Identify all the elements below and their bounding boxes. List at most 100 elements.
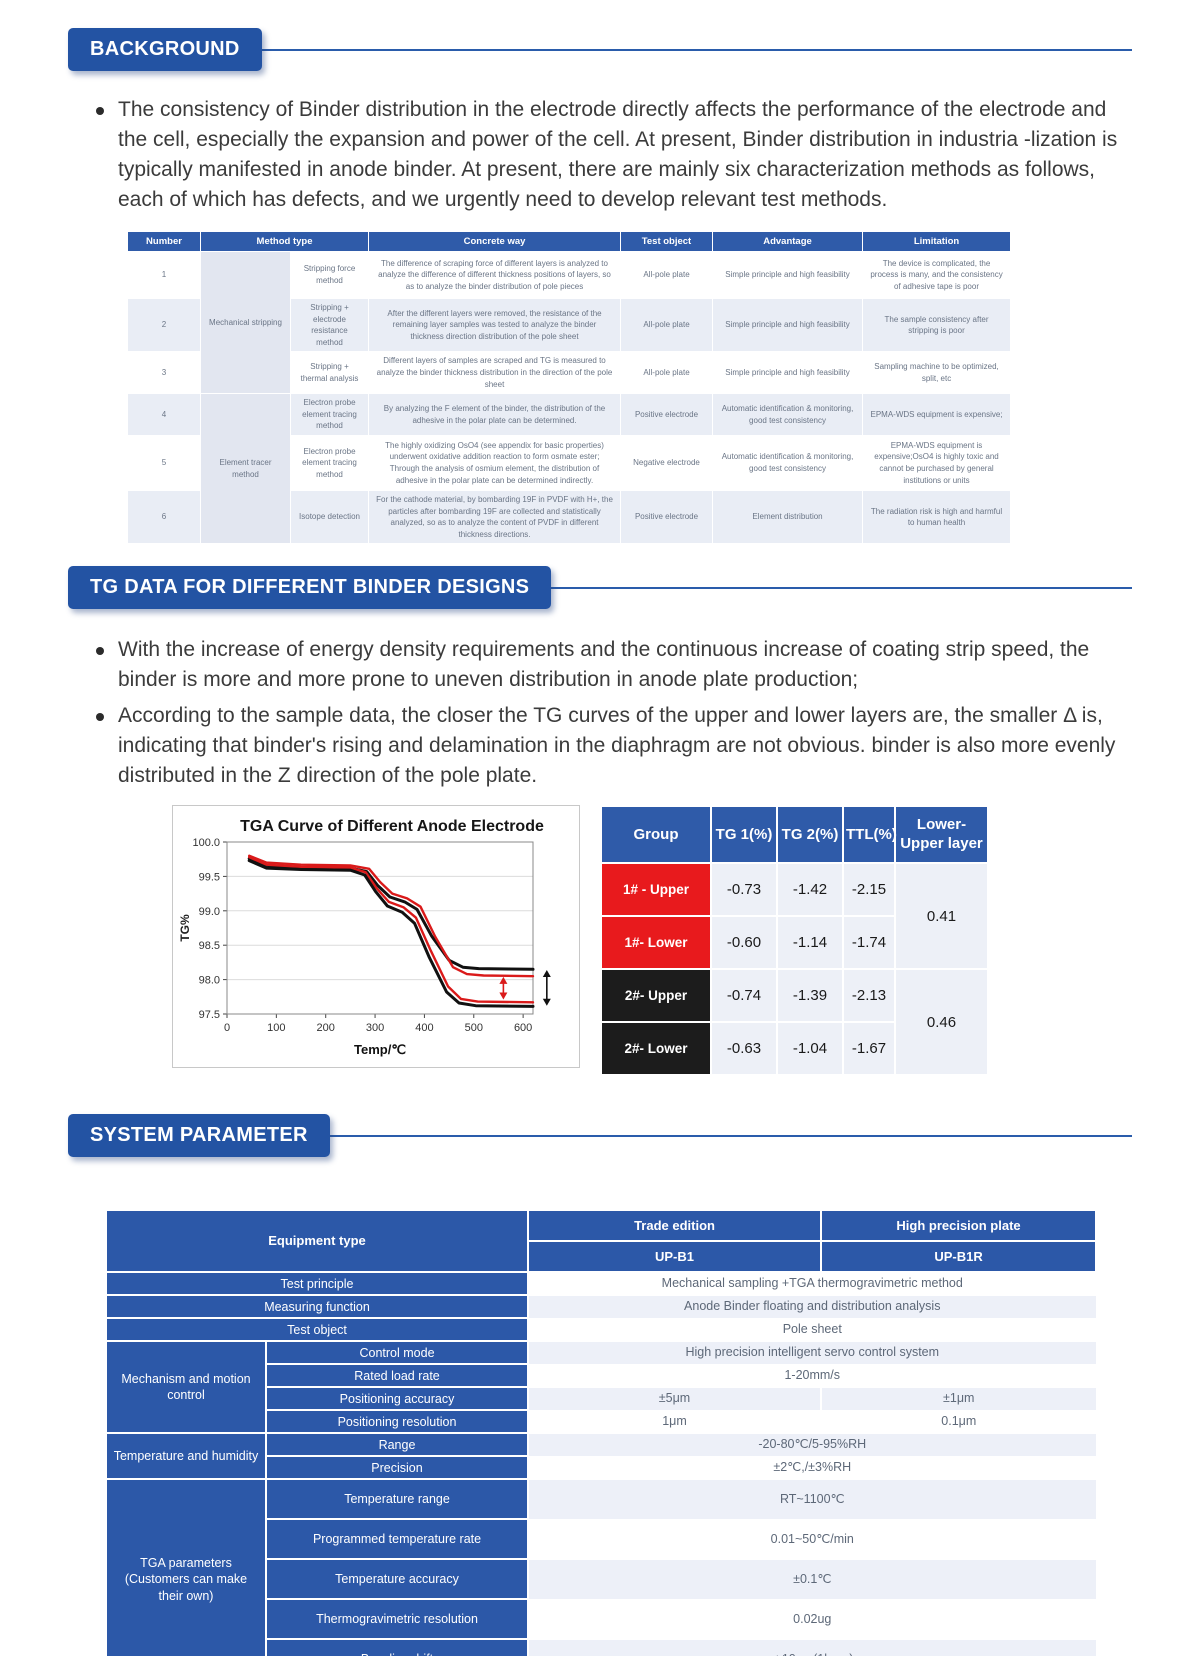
x-axis-label: Temp/℃ xyxy=(354,1042,406,1057)
cell-ttl: -2.15 xyxy=(842,862,896,918)
table-row: Baseline drift < 10ug (1hour) xyxy=(106,1638,1097,1656)
table-row: TGA parameters (Customers can make their… xyxy=(105,1478,1097,1656)
cell-number: 1 xyxy=(127,251,201,300)
table-row: Test object Pole sheet xyxy=(104,1317,1097,1343)
plot-border xyxy=(226,841,534,1015)
row-value: High precision intelligent servo control… xyxy=(527,1340,1097,1365)
section-system-parameter-banner: SYSTEM PARAMETER xyxy=(68,1114,1200,1158)
methods-header-row: Number Method type Concrete way Test obj… xyxy=(127,231,1012,253)
tg-results-table: Group TG 1(%) TG 2(%) TTL(%) Lower-Upper… xyxy=(600,805,989,1077)
x-tick-label: 600 xyxy=(514,1022,532,1034)
row-label: Control mode xyxy=(264,1340,530,1366)
series-2#-Lower xyxy=(247,859,535,1009)
cell-number: 3 xyxy=(127,351,201,395)
cell-tg2: -1.04 xyxy=(776,1021,844,1077)
table-row: 1 Mechanical stripping Stripping force m… xyxy=(127,251,1012,395)
section-title-background: BACKGROUND xyxy=(68,28,262,71)
background-bullets: The consistency of Binder distribution i… xyxy=(93,95,1132,215)
y-axis-label: TG% xyxy=(178,914,192,942)
cell-tg2: -1.42 xyxy=(776,862,844,918)
cell-number: 4 xyxy=(127,393,201,436)
tga-plot: 97.5 98.0 98.5 99.0 99.5 100.0 0 100 200 300 400 50… xyxy=(178,837,551,1057)
cell-limitation: EPMA-WDS equipment is expensive; xyxy=(862,393,1012,436)
table-row: Mechanism and motion control Control mod… xyxy=(105,1340,1097,1435)
col-header-ttl: TTL(%) xyxy=(842,805,897,865)
section-background-banner: BACKGROUND xyxy=(68,28,1200,71)
table-row: 1# - Upper -0.73 -1.42 -2.15 0.41 xyxy=(600,862,989,971)
cell-ttl: -2.13 xyxy=(842,968,896,1024)
cell-advantage: Simple principle and high feasibility xyxy=(712,351,864,395)
row-label: Positioning resolution xyxy=(264,1409,530,1435)
table-row: 3 Stripping + thermal analysis Different… xyxy=(127,351,1012,395)
table-row: 5 Electron probe element tracing method … xyxy=(127,435,1012,491)
cell-advantage: Automatic identification & monitoring, g… xyxy=(712,435,864,491)
row-value: -20-80℃/5-95%RH xyxy=(527,1432,1097,1457)
col-header-advantage: Advantage xyxy=(712,231,864,253)
cell-way: The highly oxidizing OsO4 (see appendix … xyxy=(368,435,622,491)
y-tick-label: 97.5 xyxy=(199,1009,220,1021)
cell-way: By analyzing the F element of the binder… xyxy=(368,393,622,436)
equipment-type-header: Equipment type xyxy=(104,1209,530,1274)
section-divider-line xyxy=(261,48,1132,51)
col-header-concrete-way: Concrete way xyxy=(368,231,622,253)
table-row: Precision ±2℃,/±3%RH xyxy=(106,1455,1097,1481)
row-value: RT~1100℃ xyxy=(527,1478,1097,1520)
group-label-1-lower: 1#- Lower xyxy=(600,915,712,971)
x-tick-label: 0 xyxy=(224,1022,230,1034)
cell-delta-2: 0.46 xyxy=(894,968,989,1077)
table-row: Programmed temperature rate 0.01~50℃/min xyxy=(106,1518,1097,1561)
cell-method-group: Mechanical stripping xyxy=(200,251,291,395)
tg-figure-row: TGA Curve of Different Anode Electrode 9… xyxy=(172,805,1200,1077)
cell-object: Positive electrode xyxy=(620,489,714,545)
cell-method: Stripping + thermal analysis xyxy=(289,351,370,395)
cell-limitation: Sampling machine to be optimized, split,… xyxy=(862,351,1012,395)
cell-ttl: -1.67 xyxy=(842,1021,896,1077)
model-up-b1r: UP-B1R xyxy=(820,1240,1098,1274)
table-row: Equipment type Trade edition High precis… xyxy=(104,1209,1098,1274)
cell-method-group: Element tracer method xyxy=(200,393,291,545)
col-header-tg1: TG 1(%) xyxy=(710,805,778,865)
delta-arrow-head xyxy=(542,970,551,978)
cell-delta-1: 0.41 xyxy=(894,862,989,971)
cell-method: Electron probe element tracing method xyxy=(289,393,370,436)
delta-arrow-head xyxy=(499,977,508,985)
y-tick-label: 100.0 xyxy=(192,837,220,849)
tg-bullet-1: With the increase of energy density requ… xyxy=(93,635,1123,695)
table-row: Thermogravimetric resolution 0.02ug xyxy=(106,1598,1097,1641)
methods-table: Number Method type Concrete way Test obj… xyxy=(127,231,1012,545)
group-label-mechanism: Mechanism and motion control xyxy=(105,1340,267,1435)
x-tick-label: 500 xyxy=(465,1022,483,1034)
row-value: Anode Binder floating and distribution a… xyxy=(527,1294,1097,1319)
cell-object: All-pole plate xyxy=(620,298,714,353)
series-1#-Lower xyxy=(248,856,535,1004)
cell-tg1: -0.74 xyxy=(710,968,778,1024)
col-header-high-precision: High precision plate xyxy=(820,1209,1098,1243)
cell-limitation: The device is complicated, the process i… xyxy=(862,251,1012,300)
cell-tg1: -0.63 xyxy=(710,1021,778,1077)
tg-data-bullets: With the increase of energy density requ… xyxy=(93,635,1132,791)
cell-advantage: Element distribution xyxy=(712,489,864,545)
cell-method: Electron probe element tracing method xyxy=(289,435,370,491)
row-value-precision: ±1μm xyxy=(820,1386,1097,1411)
x-tick-label: 100 xyxy=(267,1022,285,1034)
tg-header-row: Group TG 1(%) TG 2(%) TTL(%) Lower-Upper… xyxy=(600,805,989,865)
cell-method: Isotope detection xyxy=(289,489,370,545)
row-label: Temperature accuracy xyxy=(264,1558,530,1601)
section-divider-line xyxy=(329,1134,1132,1137)
y-tick-label: 98.0 xyxy=(199,975,220,987)
cell-method: Stripping force method xyxy=(289,251,370,300)
col-header-group: Group xyxy=(600,805,712,865)
cell-advantage: Automatic identification & monitoring, g… xyxy=(712,393,864,436)
row-value: 0.02ug xyxy=(527,1598,1097,1640)
row-label: Thermogravimetric resolution xyxy=(264,1598,530,1641)
row-value: 1-20mm/s xyxy=(527,1363,1097,1388)
tg-bullet-2: According to the sample data, the closer… xyxy=(93,701,1123,791)
row-label: Programmed temperature rate xyxy=(264,1518,530,1561)
table-row: Temperature and humidity Range -20-80℃/5… xyxy=(105,1432,1097,1481)
table-row: UP-B1 UP-B1R xyxy=(106,1240,1098,1274)
delta-arrow-head xyxy=(499,993,508,1001)
cell-tg2: -1.39 xyxy=(776,968,844,1024)
table-row: Temperature accuracy ±0.1℃ xyxy=(106,1558,1097,1601)
chart-title: TGA Curve of Different Anode Electrode xyxy=(240,818,544,836)
